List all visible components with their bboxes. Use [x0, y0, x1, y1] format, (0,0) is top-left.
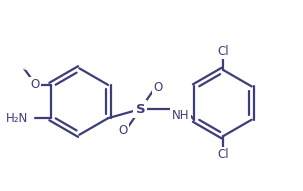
- Text: methoxy: methoxy: [22, 65, 28, 66]
- Text: Cl: Cl: [218, 45, 229, 58]
- Text: H₂N: H₂N: [6, 112, 28, 125]
- Text: S: S: [135, 103, 145, 116]
- Text: Cl: Cl: [218, 148, 229, 161]
- Text: O: O: [31, 79, 40, 91]
- Text: O: O: [118, 124, 128, 137]
- Text: O: O: [22, 60, 31, 73]
- Text: O: O: [153, 81, 162, 94]
- Text: NH: NH: [172, 109, 189, 122]
- Text: O-CH₃: O-CH₃: [22, 65, 27, 66]
